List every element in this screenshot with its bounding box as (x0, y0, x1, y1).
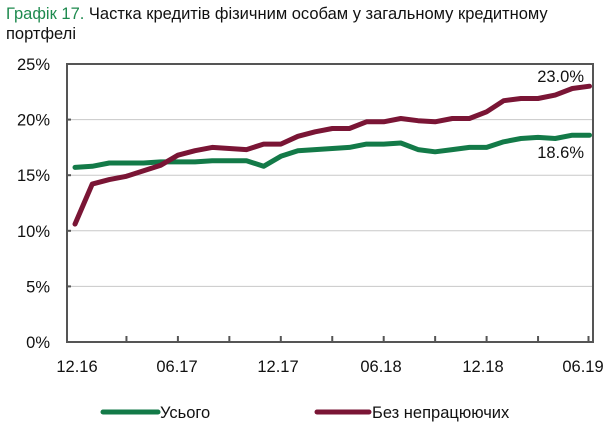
y-tick-label: 5% (26, 278, 50, 296)
series-line-non-npl (72, 83, 592, 227)
chart-title: Графік 17. Частка кредитів фізичним особ… (6, 4, 606, 44)
series-lines (72, 83, 592, 227)
legend: Усього Без непрацюючих (100, 404, 510, 422)
x-tick-label: 12.17 (257, 358, 298, 376)
legend-label-total: Усього (160, 404, 210, 422)
y-tick-label: 15% (17, 167, 50, 185)
x-tick-label: 06.17 (156, 358, 197, 376)
series-line-total (72, 132, 592, 170)
y-tick-label: 0% (26, 334, 50, 352)
plot-frame (66, 63, 594, 343)
legend-label-non-npl: Без непрацюючих (372, 404, 510, 422)
gridlines (67, 119, 593, 287)
y-tick-label: 25% (17, 56, 50, 74)
chart-title-text: Частка кредитів фізичним особам у загаль… (6, 5, 548, 43)
x-tick-label: 12.18 (462, 358, 503, 376)
x-tick-label: 12.16 (56, 358, 97, 376)
y-tick-label: 10% (17, 223, 50, 241)
y-axis-labels: 0% 5% 10% 15% 20% 25% (17, 56, 50, 352)
y-tick-label: 20% (17, 112, 50, 130)
chart-number: Графік 17. (6, 5, 85, 23)
axes (66, 63, 594, 343)
x-tick-label: 06.18 (360, 358, 401, 376)
x-tick-label: 06.19 (562, 358, 603, 376)
annotation-non-npl-last: 23.0% (537, 68, 584, 86)
annotation-total-last: 18.6% (537, 144, 584, 162)
data-annotations: 23.0% 18.6% (537, 68, 584, 162)
x-axis-labels: 12.16 06.17 12.17 06.18 12.18 06.19 (56, 358, 603, 376)
